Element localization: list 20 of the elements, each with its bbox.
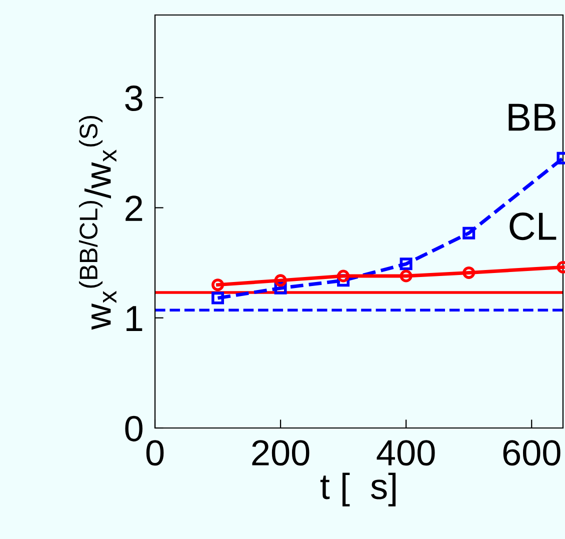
y-tick-label: 3 xyxy=(125,85,142,112)
x-tick-label: 400 xyxy=(376,440,435,466)
y-axis-title: w$_{x}$$^{(BB/CL)}$/w$_{x}$$^{(S)}$ xyxy=(78,116,116,330)
x-tick-label: 0 xyxy=(146,440,164,466)
y-tick-label: 1 xyxy=(126,306,142,331)
point xyxy=(462,266,476,279)
point xyxy=(212,292,224,304)
point xyxy=(337,270,350,282)
series-label: BB xyxy=(508,104,556,131)
y-tick-label: 2 xyxy=(126,196,142,221)
x-tick-label: 600 xyxy=(503,440,560,466)
series-label: CL xyxy=(510,212,556,240)
y-tick-label: 0 xyxy=(125,416,142,442)
x-tick-label: 200 xyxy=(252,440,310,466)
point xyxy=(400,270,412,282)
point xyxy=(212,278,224,292)
point xyxy=(462,226,476,240)
point xyxy=(400,258,412,270)
point xyxy=(274,274,287,287)
x-axis-title: t [ s] xyxy=(320,472,396,506)
